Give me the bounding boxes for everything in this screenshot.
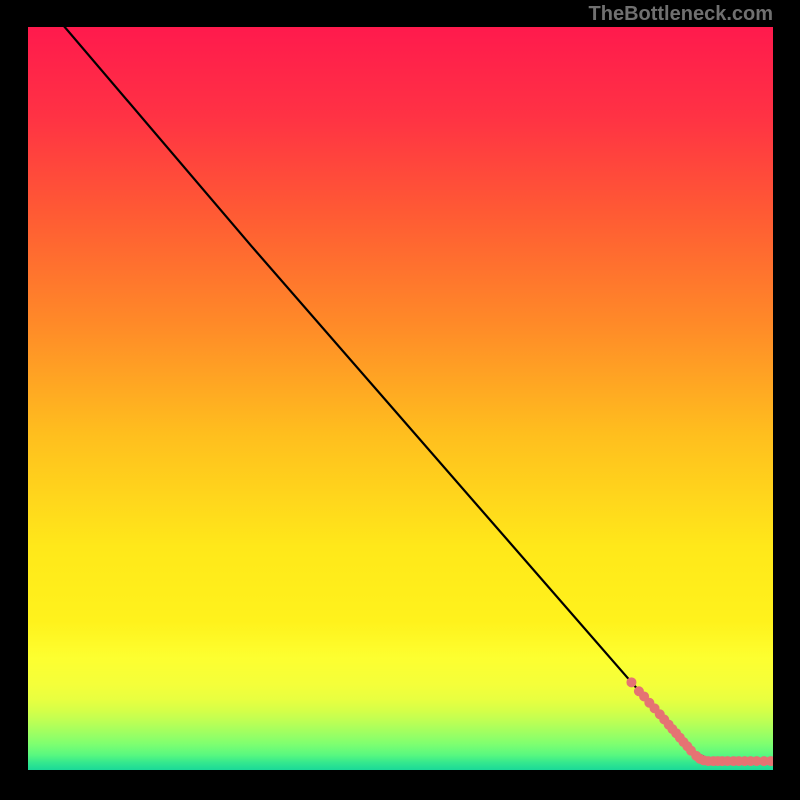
data-marker	[626, 677, 636, 687]
plot-svg	[28, 27, 773, 770]
gradient-background	[28, 27, 773, 770]
plot-area	[28, 27, 773, 770]
watermark-text: TheBottleneck.com	[589, 3, 773, 26]
chart-frame: TheBottleneck.com	[0, 0, 800, 800]
